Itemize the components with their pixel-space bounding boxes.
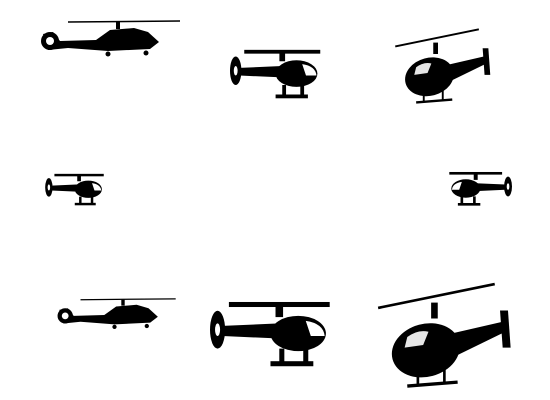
helicopter [230,49,321,99]
helicopter [210,301,330,367]
helicopter [394,28,492,104]
helicopter [449,171,512,206]
helicopter [40,20,181,58]
helicopter [56,298,177,330]
helicopter [45,173,104,206]
helicopter [376,282,513,388]
